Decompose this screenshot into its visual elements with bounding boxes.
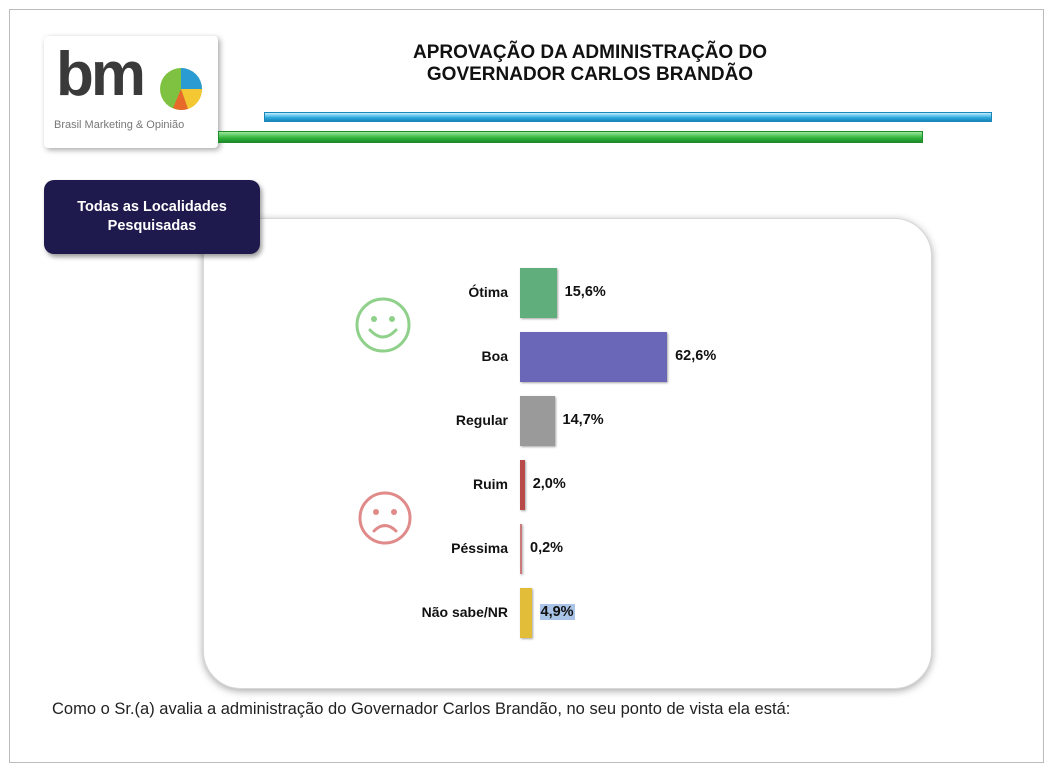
category-label: Regular: [455, 412, 508, 428]
region-tag: Todas as Localidades Pesquisadas: [44, 180, 260, 254]
bar: [520, 396, 555, 446]
value-label: 14,7%: [562, 412, 604, 428]
value-label: 62,6%: [675, 348, 717, 364]
page-title: APROVAÇÃO DA ADMINISTRAÇÃO DO GOVERNADOR…: [300, 42, 880, 86]
bar: [520, 332, 668, 382]
category-label: Não sabe/NR: [421, 604, 508, 620]
sad-face-icon: [358, 491, 412, 545]
title-line-1: APROVAÇÃO DA ADMINISTRAÇÃO DO: [413, 42, 767, 63]
logo-subtitle: Brasil Marketing & Opinião: [54, 119, 185, 131]
value-label: 4,9%: [539, 604, 575, 620]
category-label: Ruim: [473, 476, 508, 492]
value-label: 0,2%: [530, 540, 564, 556]
pie-logo-icon: [160, 68, 203, 110]
value-label: 2,0%: [532, 476, 566, 492]
bar: [520, 588, 532, 638]
survey-question: Como o Sr.(a) avalia a administração do …: [52, 700, 791, 718]
title-line-2: GOVERNADOR CARLOS BRANDÃO: [426, 64, 754, 85]
slide-frame: [9, 9, 1044, 763]
region-tag-line-1: Todas as Localidades: [77, 199, 227, 215]
happy-face-icon: [355, 297, 411, 353]
category-label: Péssima: [451, 540, 508, 556]
bar: [520, 460, 525, 510]
region-tag-line-2: Pesquisadas: [107, 218, 197, 234]
decor-bar-green: [218, 131, 923, 143]
value-label: 15,6%: [564, 284, 606, 300]
category-label: Ótima: [468, 284, 508, 300]
bar: [520, 524, 522, 574]
bar: [520, 268, 557, 318]
category-label: Boa: [481, 348, 508, 364]
decor-bar-blue: [264, 112, 992, 122]
company-logo: bm Brasil Marketing & Opinião: [44, 36, 218, 148]
logo-text: bm: [56, 40, 146, 109]
